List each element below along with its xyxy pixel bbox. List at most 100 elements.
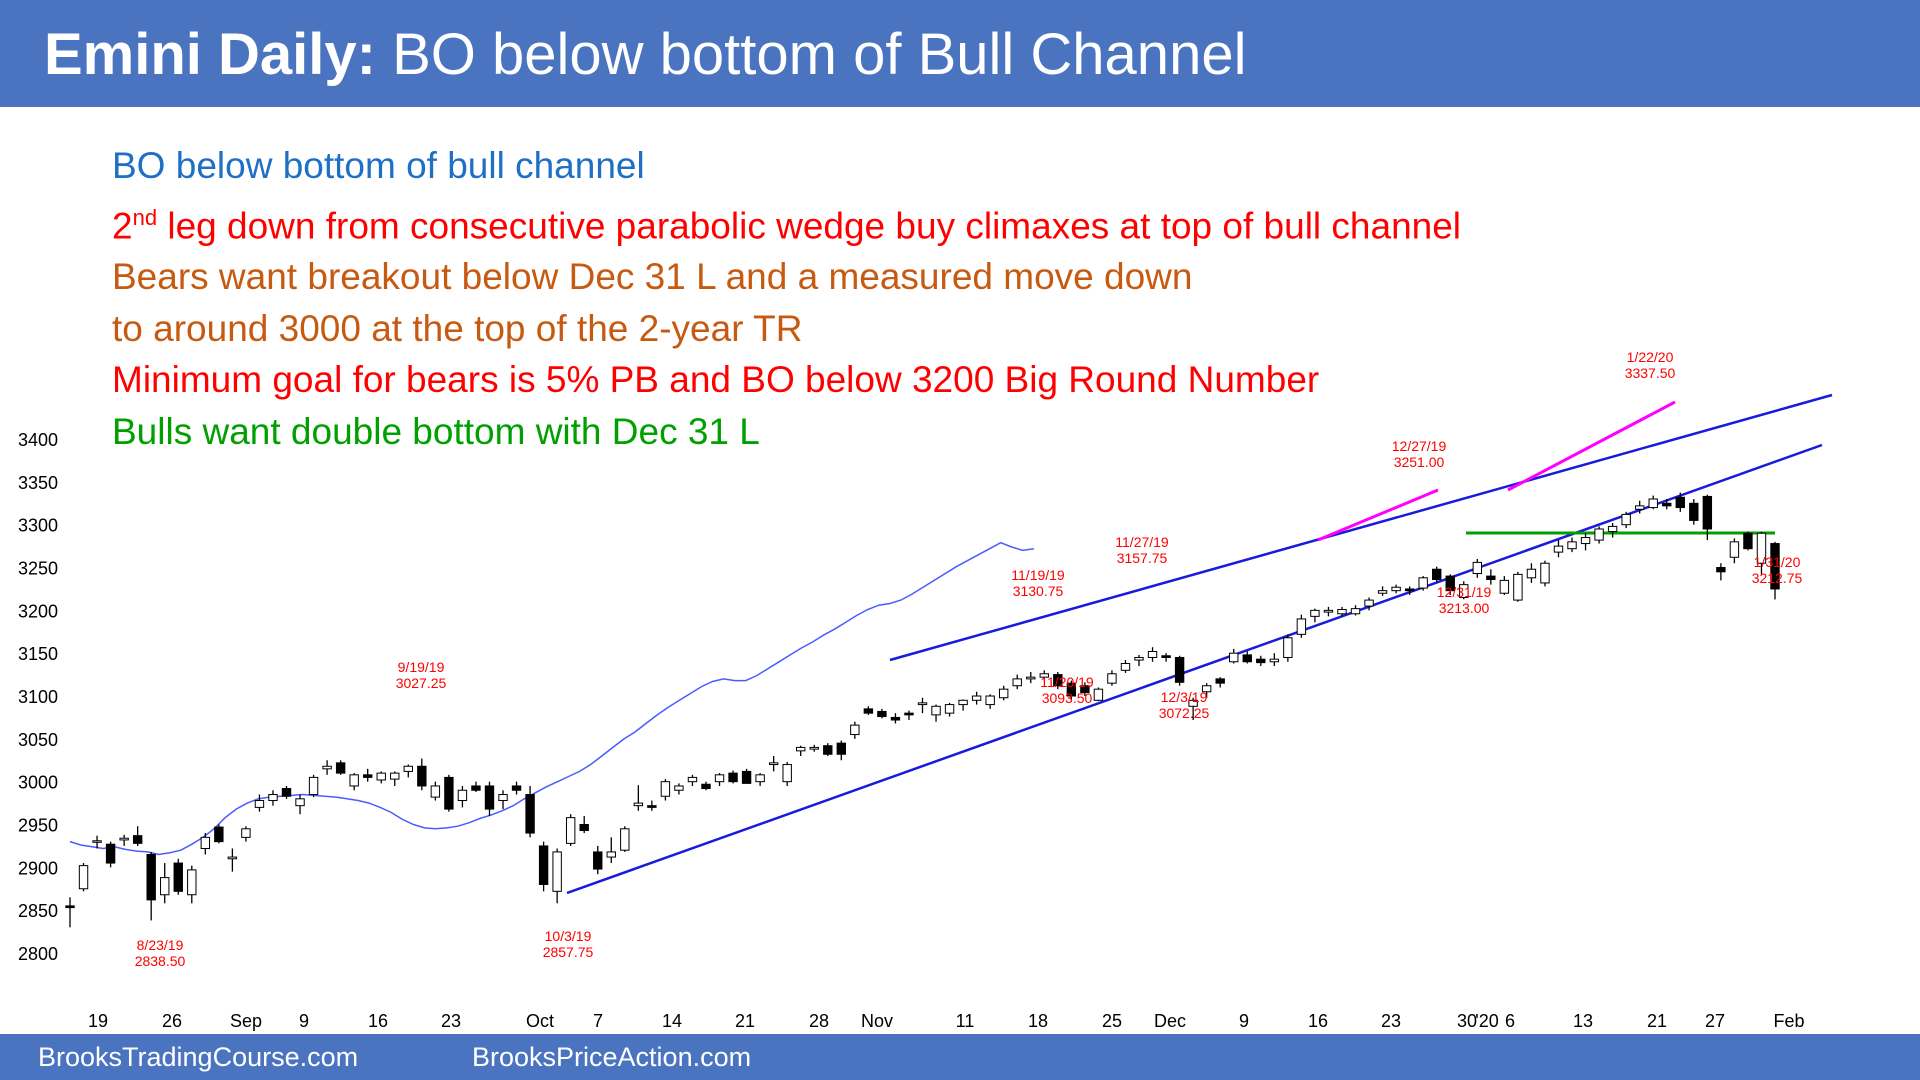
candle-body [1296,618,1307,635]
candle-body [241,828,251,838]
candle [755,773,765,786]
candle [1107,670,1117,686]
candle [660,779,671,801]
candle-body [579,824,589,832]
candle-body [1634,505,1645,510]
annotation-date: 12/27/19 [1392,438,1447,454]
candle [565,814,576,846]
candle [1689,499,1699,525]
candle-body [1323,609,1334,613]
x-tick-label: 26 [162,1011,182,1031]
candle [647,800,657,811]
candle [335,760,346,775]
candle-body [1432,568,1442,581]
wedge-line-1 [1317,488,1439,542]
candle [1120,660,1131,673]
candle [281,785,292,799]
candle-body [1283,637,1293,658]
candle [511,781,522,795]
x-tick-label: 18 [1028,1011,1048,1031]
candle [187,865,197,904]
candle [1607,522,1618,538]
x-tick-label: Feb [1773,1011,1804,1031]
candle [1540,560,1550,587]
candle [552,848,562,904]
candle [985,694,995,709]
candle-body [1391,586,1401,592]
candle [1391,584,1401,594]
candle [958,699,968,711]
candle-body [904,712,914,716]
candle [1161,653,1171,662]
candle-body [1080,685,1090,694]
candle-body [823,745,833,755]
annotation-date: 1/31/20 [1754,554,1801,570]
candle-body [971,695,982,701]
candle [1621,511,1631,529]
candle-body [1026,676,1036,680]
candle-body [471,785,481,791]
candle [1364,597,1374,611]
candle [796,745,806,756]
candle [593,845,603,875]
annotation-date: 9/19/19 [398,659,445,675]
candle-body [1242,654,1252,663]
candle [1147,647,1158,662]
ema20-line [69,541,1035,856]
candle-body [1039,673,1049,678]
candle-body [1756,532,1767,564]
candle-body [1567,541,1577,550]
candle-body [633,802,644,807]
candle [1499,576,1510,595]
candle-body [1066,682,1077,697]
footer-link-right[interactable]: BrooksPriceAction.com [472,1042,752,1072]
candle [1553,540,1564,558]
candle-body [1310,609,1320,617]
candle-body [132,835,143,844]
x-tick-label: 28 [809,1011,829,1031]
candle-body [1662,502,1672,507]
candle-body [660,781,671,797]
candle-body [1486,575,1496,581]
candle-body [105,843,116,864]
candle-body [498,794,508,802]
x-tick-label: 11 [956,1011,975,1031]
candle-body [836,742,847,755]
candle [538,841,549,892]
x-tick-label: 30 [1457,1011,1477,1031]
candle [132,826,143,846]
candle-body [1174,656,1185,683]
candle [362,768,373,782]
candle-body [1120,662,1131,671]
footer-link-left[interactable]: BrooksTradingCourse.com [38,1042,359,1072]
candle [1012,674,1022,690]
candle-body [1770,543,1780,590]
candle [119,834,129,846]
candle [1039,670,1049,681]
candle-body [1012,678,1022,687]
annotation-date: 11/27/19 [1115,534,1169,550]
candle [525,785,535,838]
candle [1350,605,1361,616]
candle-body [1215,678,1225,684]
annotation-date: 12/3/19 [1161,689,1208,705]
candle-body [525,794,535,834]
candle-body [687,776,698,783]
candle-body [782,764,792,783]
candle-body [1269,658,1280,663]
candlestick-chart: 2800 2850 2900 2950 3000 3050 3100 3150 3200 3250… [18,349,1833,1031]
candle-body [863,708,874,714]
candle-body [484,785,495,810]
candle-body [1161,655,1171,658]
candle-body [1147,650,1158,658]
note-2: 2nd leg down from consecutive parabolic … [112,192,1461,252]
candle-body [200,836,211,849]
candle [308,774,319,798]
candle [1526,563,1537,583]
candle [457,785,468,808]
candle-body [1689,502,1699,521]
x-tick-label: 19 [88,1011,108,1031]
candle-body [1472,561,1483,575]
candle [1256,655,1266,667]
note-5: Minimum goal for bears is 5% PB and BO b… [112,354,1461,406]
